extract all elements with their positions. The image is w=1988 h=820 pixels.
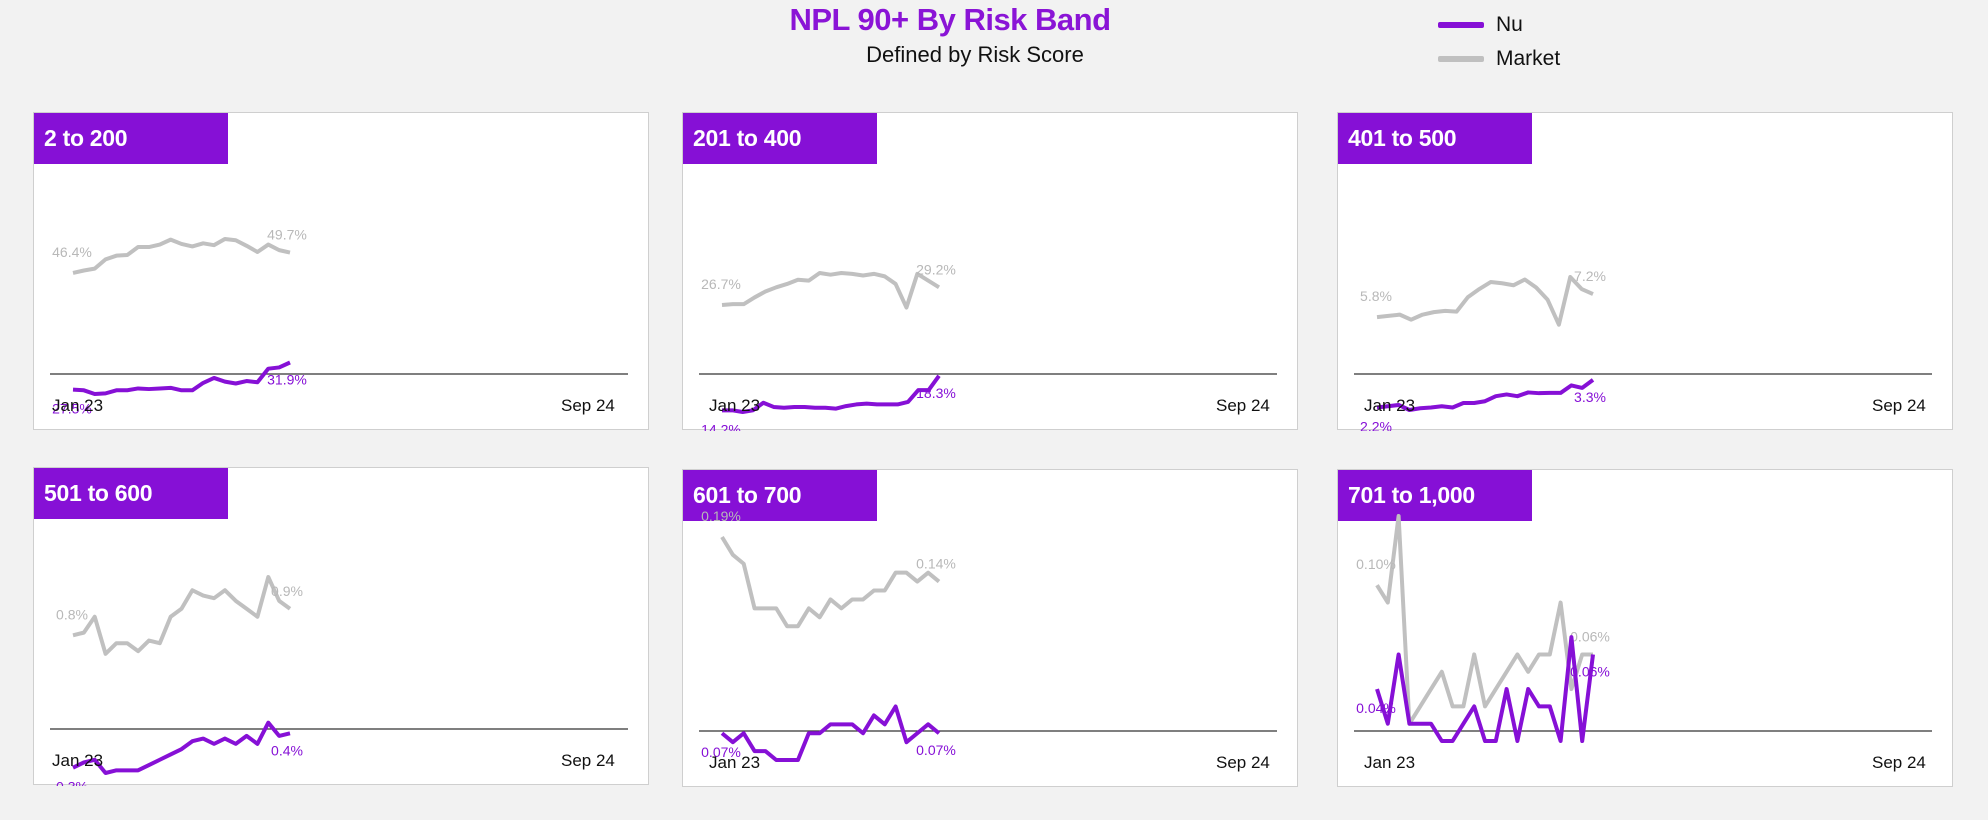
x-tick-end: Sep 24 (561, 751, 615, 770)
x-tick-end: Sep 24 (1872, 396, 1926, 415)
data-label-market-first: 5.8% (1360, 288, 1392, 304)
panel-title: 201 to 400 (683, 113, 877, 164)
x-tick-end: Sep 24 (1216, 753, 1270, 772)
series-line-market (72, 237, 291, 275)
series-line-market (721, 271, 941, 310)
chart-panel-601-to-700: 601 to 700 0.19% 0.14% 0.07% 0.07% Jan 23 S… (682, 469, 1298, 787)
legend-label-market: Market (1496, 47, 1561, 70)
panel-title: 501 to 600 (34, 468, 228, 519)
legend-swatch-market (1438, 56, 1484, 62)
series-line-market (72, 575, 292, 656)
legend-label-nu: Nu (1496, 13, 1523, 36)
x-tick-start: Jan 23 (709, 396, 761, 415)
x-tick-start: Jan 23 (52, 751, 104, 770)
page-subtitle: Defined by Risk Score (866, 42, 1084, 67)
data-label-nu-last: 0.07% (916, 742, 956, 758)
page-title: NPL 90+ By Risk Band (789, 2, 1111, 37)
data-label-market-first: 0.8% (56, 606, 88, 622)
series-line-nu (1376, 378, 1595, 412)
data-label-nu-last: 31.9% (267, 372, 307, 388)
line-chart: 26.7% 29.2% 14.2% 18.3% (699, 261, 1277, 431)
data-label-market-last: 0.14% (916, 556, 956, 572)
x-tick-start: Jan 23 (1364, 396, 1416, 415)
x-tick-end: Sep 24 (1872, 753, 1926, 772)
data-label-nu-first: 0.07% (701, 744, 741, 760)
chart-panel-201-to-400: 201 to 400 26.7% 29.2% 14.2% 18.3% Jan 23 S… (682, 112, 1298, 431)
x-tick-start: Jan 23 (1364, 753, 1416, 772)
data-label-nu-first: 0.3% (56, 779, 88, 786)
chart-panel-2-to-200: 2 to 200 46.4% 49.7% 27.5% 31.9% Jan 23 Sep… (33, 112, 649, 430)
data-label-market-last: 49.7% (267, 227, 307, 243)
data-label-nu-first: 27.5% (52, 401, 92, 417)
data-label-nu-first: 0.04% (1356, 700, 1396, 716)
data-label-market-first: 0.19% (701, 508, 741, 524)
series-line-nu (72, 720, 291, 775)
x-tick-start: Jan 23 (52, 396, 104, 415)
data-label-market-last: 0.9% (271, 583, 303, 599)
line-chart: 0.19% 0.14% 0.07% 0.07% (699, 508, 1277, 762)
data-label-nu-last: 18.3% (916, 385, 956, 401)
legend: Nu Market (1438, 8, 1560, 76)
line-chart: 0.8% 0.9% 0.3% 0.4% (50, 575, 628, 786)
chart-panel-401-to-500: 401 to 500 5.8% 7.2% 2.2% 3.3% Jan 23 Sep 2… (1337, 112, 1953, 431)
series-line-market (1375, 514, 1593, 726)
data-label-nu-last: 3.3% (1574, 389, 1606, 405)
series-line-nu (1375, 635, 1595, 743)
data-label-market-first: 0.10% (1356, 556, 1396, 572)
legend-swatch-nu (1438, 22, 1484, 28)
chart-panel-501-to-600: 501 to 600 0.8% 0.9% 0.3% 0.4% Jan 23 Sep 2… (33, 467, 649, 786)
line-chart: 46.4% 49.7% 27.5% 31.9% (50, 227, 628, 417)
line-chart: 5.8% 7.2% 2.2% 3.3% (1354, 268, 1932, 431)
x-tick-end: Sep 24 (561, 396, 615, 415)
series-line-nu (72, 360, 291, 396)
series-line-market (1376, 275, 1594, 327)
data-label-nu-first: 2.2% (1360, 418, 1392, 431)
panel-title: 401 to 500 (1338, 113, 1532, 164)
legend-item-nu: Nu (1438, 8, 1560, 42)
line-chart: 0.10% 0.06% 0.04% 0.06% (1354, 514, 1932, 743)
data-label-nu-first: 14.2% (701, 421, 741, 431)
panel-title: 2 to 200 (34, 113, 228, 164)
series-line-nu (722, 374, 941, 414)
data-label-market-last: 7.2% (1574, 268, 1606, 284)
panel-title: 701 to 1,000 (1338, 470, 1532, 521)
series-line-nu (720, 704, 941, 762)
data-label-market-first: 26.7% (701, 276, 741, 292)
series-line-market (720, 535, 941, 629)
x-tick-end: Sep 24 (1216, 396, 1270, 415)
data-label-market-last: 29.2% (916, 261, 956, 277)
x-tick-start: Jan 23 (709, 753, 761, 772)
data-label-market-first: 46.4% (52, 244, 92, 260)
data-label-nu-last: 0.06% (1570, 663, 1610, 679)
legend-item-market: Market (1438, 42, 1560, 76)
panel-title: 601 to 700 (683, 470, 877, 521)
data-label-nu-last: 0.4% (271, 742, 303, 758)
data-label-market-last: 0.06% (1570, 628, 1610, 644)
chart-panel-701-to-1000: 701 to 1,000 0.10% 0.06% 0.04% 0.06% Jan 23… (1337, 469, 1953, 787)
